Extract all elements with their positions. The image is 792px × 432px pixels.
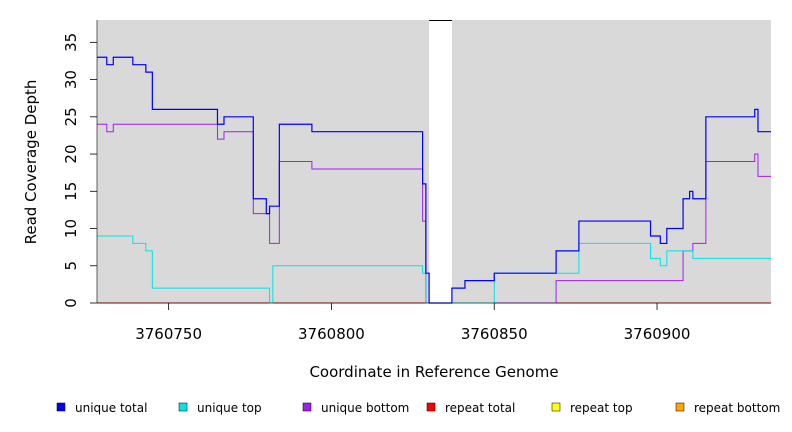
x-tick-label: 3760800: [298, 325, 365, 343]
legend-label-unique-bottom: unique bottom: [321, 401, 409, 415]
y-tick-label: 25: [62, 107, 80, 126]
y-ticks: 0 5 10 15 20 25 30 35: [62, 33, 97, 308]
series-line-unique-bottom: [97, 123, 771, 304]
y-tick-label: 15: [62, 182, 80, 201]
legend-swatch-repeat-top: [551, 402, 561, 412]
y-tick-label: 0: [62, 298, 80, 308]
y-axis-title: Read Coverage Depth: [22, 80, 40, 245]
y-tick-label: 35: [62, 33, 80, 52]
legend-label-repeat-top: repeat top: [570, 401, 633, 415]
legend: unique total unique top unique bottom repea…: [56, 401, 780, 415]
gap-region: [429, 20, 452, 303]
legend-swatch-unique-total: [56, 402, 66, 412]
y-tick-label: 30: [62, 70, 80, 89]
legend-swatch-unique-bottom: [302, 402, 312, 412]
x-tick-label: 3760850: [461, 325, 528, 343]
legend-label-unique-total: unique total: [75, 401, 147, 415]
legend-swatch-repeat-bottom: [675, 402, 685, 412]
x-tick-label: 3760750: [135, 325, 202, 343]
y-tick-label: 5: [62, 261, 80, 271]
x-tick-label: 3760900: [624, 325, 691, 343]
legend-swatch-unique-top: [178, 402, 188, 412]
legend-label-repeat-bottom: repeat bottom: [694, 401, 780, 415]
gap-region-layer: [429, 20, 452, 303]
y-tick-label: 10: [62, 219, 80, 238]
x-axis-title: Coordinate in Reference Genome: [309, 363, 558, 381]
series-line-unique-top: [97, 235, 771, 304]
legend-label-repeat-total: repeat total: [445, 401, 515, 415]
legend-swatch-repeat-total: [426, 402, 436, 412]
series-line-unique-total: [97, 56, 771, 304]
y-tick-label: 20: [62, 145, 80, 164]
legend-label-unique-top: unique top: [197, 401, 262, 415]
x-ticks: 3760750 3760800 3760850 3760900: [135, 303, 690, 343]
